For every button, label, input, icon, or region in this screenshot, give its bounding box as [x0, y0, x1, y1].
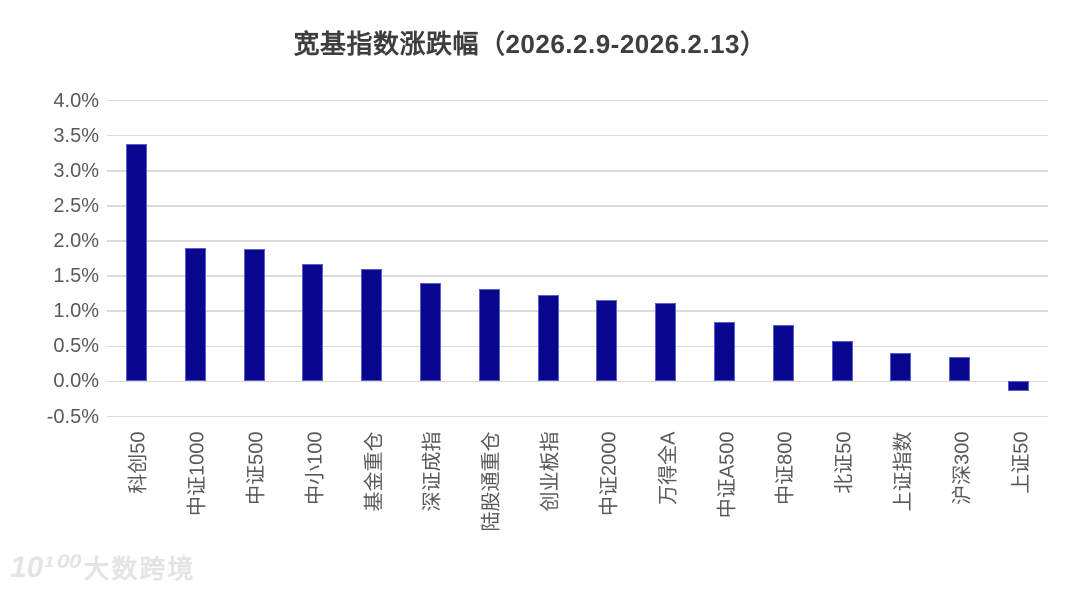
bar-深证成指 [419, 283, 441, 382]
gridline [107, 134, 1048, 137]
x-axis-label: 基金重仓 [363, 431, 386, 512]
bar-中证1000 [184, 248, 206, 382]
gridline [107, 380, 1048, 383]
x-axis-label: 上证指数 [892, 431, 915, 512]
x-axis-label: 中证500 [245, 431, 268, 505]
bar-创业板指 [537, 295, 559, 382]
x-axis-label: 北证50 [833, 431, 856, 494]
x-axis-label: 上证50 [1010, 431, 1033, 494]
gridline [107, 415, 1048, 418]
bar-北证50 [831, 341, 853, 382]
x-axis-label: 沪深300 [951, 431, 974, 505]
watermark-label: 大数跨境 [83, 554, 196, 584]
x-axis-label: 深证成指 [421, 431, 444, 512]
y-axis-label: 4.0% [53, 89, 99, 112]
bar-中小100 [302, 264, 324, 382]
bar-中证500 [243, 249, 265, 382]
bar-沪深300 [949, 356, 971, 382]
bar-上证50 [1008, 381, 1030, 391]
y-axis-label: 3.5% [53, 124, 99, 147]
gridline [107, 310, 1048, 312]
bar-中证A500 [714, 322, 736, 382]
y-axis-label: 0.0% [53, 370, 99, 393]
bar-科创50 [125, 144, 147, 382]
gridline [107, 99, 1048, 102]
chart-title: 宽基指数涨跌幅（2026.2.9-2026.2.13） [293, 29, 767, 59]
y-axis-label: 1.5% [53, 265, 99, 288]
bar-上证指数 [890, 353, 912, 382]
y-axis-label: 3.0% [53, 159, 99, 182]
x-axis-label: 中证800 [774, 431, 797, 505]
bar-万得全A [655, 303, 677, 382]
gridline [107, 275, 1048, 277]
x-axis-label: 中证A500 [716, 431, 739, 519]
x-axis-label: 万得全A [657, 431, 680, 505]
bar-中证2000 [596, 299, 618, 382]
watermark-logo-icon: 10¹⁰⁰ [10, 550, 78, 584]
gridline [107, 170, 1048, 172]
bar-基金重仓 [361, 269, 383, 382]
gridline [107, 205, 1048, 207]
gridline [107, 240, 1048, 242]
x-axis-label: 中证2000 [598, 431, 621, 517]
y-axis-label: 1.0% [53, 300, 99, 323]
gridline [107, 345, 1048, 348]
watermark: 10¹⁰⁰ 大数跨境 [10, 549, 195, 586]
y-axis-label: -0.5% [46, 405, 99, 428]
y-axis-label: 0.5% [53, 335, 99, 358]
bar-中证800 [772, 325, 794, 382]
x-axis-label: 中小100 [304, 431, 327, 505]
bar-陆股通重仓 [478, 288, 500, 382]
x-axis-label: 创业板指 [539, 431, 562, 512]
y-axis-label: 2.5% [53, 194, 99, 217]
y-axis-label: 2.0% [53, 230, 99, 252]
x-axis-label: 陆股通重仓 [480, 431, 503, 532]
